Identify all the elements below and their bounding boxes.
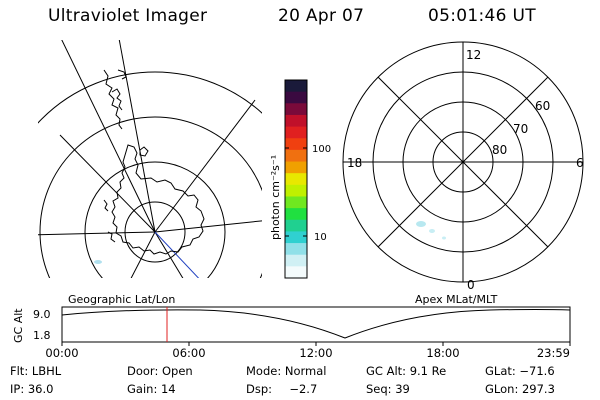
dsp-readout: Dsp: −2.7 — [246, 382, 317, 396]
magnetic-polar-plot: 12 0 18 6 80 70 60 — [342, 41, 584, 292]
colorbar-band — [285, 138, 307, 151]
colorbar-band — [285, 219, 307, 233]
aurora-speck — [429, 229, 435, 233]
sun-direction-line — [154, 231, 200, 278]
altitude-tick-low: 1.8 — [33, 329, 51, 342]
longitude-line — [61, 40, 156, 233]
time-tick-label: 06:00 — [172, 346, 205, 360]
mlat-label-60: 60 — [535, 99, 550, 113]
mlat-label-70: 70 — [513, 122, 528, 136]
latitude-circle — [124, 201, 186, 263]
mlt-label-0: 0 — [467, 278, 475, 292]
door-readout: Door: Open — [127, 364, 193, 378]
time-tick-label: 12:00 — [299, 346, 332, 360]
time-readout: 05:01:46 UT — [428, 6, 536, 26]
geographic-caption: Geographic Lat/Lon — [68, 293, 175, 306]
colorbar-band — [285, 80, 307, 93]
longitude-line — [59, 134, 156, 233]
geographic-map — [38, 40, 262, 278]
dsp-value: −2.7 — [289, 382, 318, 396]
aurora-speck — [416, 221, 426, 227]
colorbar-band — [285, 173, 307, 186]
colorbar-band — [285, 91, 307, 104]
time-tick-label: 23:59 — [537, 346, 570, 360]
colorbar-band — [285, 114, 307, 128]
colorbar-band — [285, 231, 307, 244]
date-readout: 20 Apr 07 — [278, 6, 365, 26]
seq-readout: Seq: 39 — [366, 382, 410, 396]
app-title: Ultraviolet Imager — [48, 6, 208, 26]
altitude-tick-high: 9.0 — [33, 308, 51, 321]
mlat-circle-80 — [432, 131, 494, 193]
aurora-speck — [94, 260, 102, 264]
dsp-label: Dsp: — [246, 382, 273, 396]
mlat-circle-60 — [372, 71, 554, 253]
glat-readout: GLat: −71.6 — [485, 364, 555, 378]
colorbar-unit-label: photon cm⁻²s⁻¹ — [269, 155, 282, 240]
mlt-label-18: 18 — [347, 156, 362, 170]
time-tick-label: 18:00 — [426, 346, 459, 360]
longitude-line — [118, 40, 156, 233]
polar-outer-circle — [342, 41, 584, 283]
longitude-line — [154, 231, 184, 278]
latitude-circle — [84, 161, 226, 278]
colorbar-band — [285, 266, 307, 279]
altitude-axis-label: GC Alt — [12, 308, 25, 343]
colorbar-band — [285, 208, 307, 221]
colorbar-band — [285, 196, 307, 209]
colorbar-frame — [284, 79, 308, 279]
colorbar-band — [285, 254, 307, 267]
colorbar-band — [285, 103, 307, 116]
ip-readout: IP: 36.0 — [10, 382, 54, 396]
gc-alt-readout: GC Alt: 9.1 Re — [366, 364, 447, 378]
colorbar — [285, 80, 307, 279]
colorbar-band — [285, 161, 307, 174]
gain-readout: Gain: 14 — [127, 382, 176, 396]
mlt-label-6: 6 — [576, 156, 584, 170]
longitude-line — [154, 99, 256, 233]
longitude-line — [38, 231, 156, 236]
colorbar-band — [285, 184, 307, 198]
colorbar-band — [285, 243, 307, 256]
filter-readout: Flt: LBHL — [10, 364, 62, 378]
longitude-line — [130, 231, 156, 278]
altitude-curve — [61, 309, 571, 339]
mode-readout: Mode: Normal — [246, 364, 327, 378]
mlat-label-80: 80 — [492, 143, 507, 157]
altitude-panel-frame — [61, 306, 571, 343]
coastline — [103, 69, 205, 255]
apex-caption: Apex MLat/MLT — [415, 293, 498, 306]
colorbar-band — [285, 149, 307, 163]
latitude-circle — [38, 71, 262, 124]
time-tick-label: 00:00 — [45, 346, 78, 360]
colorbar-tick-label: 10 — [314, 232, 327, 243]
glon-readout: GLon: 297.3 — [485, 382, 555, 396]
longitude-line — [154, 220, 262, 233]
aurora-speck — [442, 236, 446, 240]
colorbar-band — [285, 126, 307, 139]
mlat-circle-70 — [402, 101, 524, 223]
latitude-circle — [39, 116, 262, 278]
mlt-label-12: 12 — [466, 48, 481, 62]
colorbar-tick-label: 100 — [312, 144, 331, 155]
mlt-line — [377, 76, 549, 248]
